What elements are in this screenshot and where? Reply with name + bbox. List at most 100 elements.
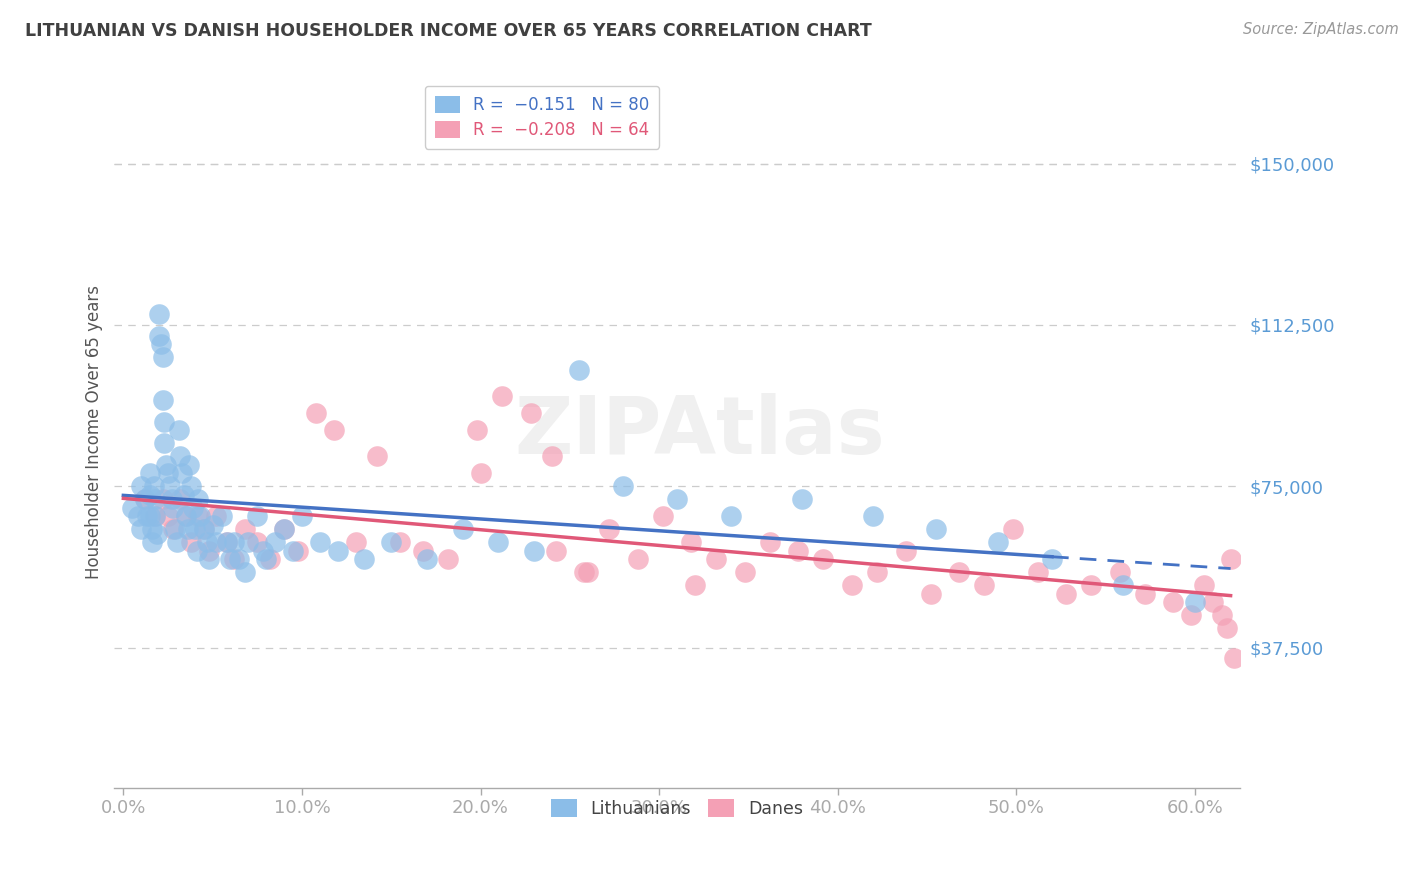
Point — [568, 363, 591, 377]
Point — [813, 552, 835, 566]
Point — [541, 449, 564, 463]
Point — [169, 492, 191, 507]
Point — [841, 578, 863, 592]
Point — [129, 522, 152, 536]
Point — [141, 535, 163, 549]
Point — [380, 535, 402, 549]
Point — [252, 544, 274, 558]
Point — [201, 518, 224, 533]
Point — [159, 479, 181, 493]
Point — [188, 509, 211, 524]
Point — [389, 535, 412, 549]
Point — [519, 406, 541, 420]
Point — [195, 535, 218, 549]
Point — [704, 552, 727, 566]
Point — [152, 350, 174, 364]
Point — [198, 544, 221, 558]
Point — [162, 500, 184, 515]
Point — [121, 500, 143, 515]
Point — [181, 500, 204, 515]
Point — [166, 535, 188, 549]
Point — [198, 552, 221, 566]
Point — [1001, 522, 1024, 536]
Point — [920, 587, 942, 601]
Point — [148, 328, 170, 343]
Point — [1223, 651, 1246, 665]
Point — [437, 552, 460, 566]
Point — [169, 449, 191, 463]
Point — [866, 566, 889, 580]
Point — [187, 509, 209, 524]
Point — [246, 535, 269, 549]
Point — [627, 552, 650, 566]
Point — [948, 566, 970, 580]
Point — [222, 535, 245, 549]
Point — [1026, 566, 1049, 580]
Point — [1109, 566, 1132, 580]
Point — [683, 578, 706, 592]
Point — [416, 552, 439, 566]
Point — [323, 423, 346, 437]
Point — [174, 509, 197, 524]
Point — [264, 535, 287, 549]
Point — [987, 535, 1010, 549]
Point — [862, 509, 884, 524]
Point — [612, 479, 634, 493]
Point — [153, 436, 176, 450]
Point — [215, 535, 238, 549]
Point — [228, 552, 250, 566]
Point — [259, 552, 281, 566]
Point — [412, 544, 434, 558]
Point — [366, 449, 388, 463]
Point — [451, 522, 474, 536]
Point — [273, 522, 295, 536]
Point — [172, 467, 194, 481]
Point — [973, 578, 995, 592]
Point — [787, 544, 810, 558]
Point — [211, 509, 233, 524]
Point — [1112, 578, 1135, 592]
Point — [134, 492, 156, 507]
Point — [1202, 595, 1225, 609]
Point — [1054, 587, 1077, 601]
Point — [215, 535, 238, 549]
Point — [155, 458, 177, 472]
Point — [153, 415, 176, 429]
Point — [193, 522, 215, 536]
Point — [149, 337, 172, 351]
Point — [135, 509, 157, 524]
Text: Source: ZipAtlas.com: Source: ZipAtlas.com — [1243, 22, 1399, 37]
Point — [141, 522, 163, 536]
Point — [156, 467, 179, 481]
Point — [174, 509, 197, 524]
Point — [759, 535, 782, 549]
Point — [139, 467, 162, 481]
Point — [233, 522, 256, 536]
Point — [925, 522, 948, 536]
Point — [894, 544, 917, 558]
Point — [165, 522, 187, 536]
Point — [145, 509, 167, 524]
Point — [572, 566, 595, 580]
Point — [156, 509, 179, 524]
Point — [173, 488, 195, 502]
Point — [1180, 608, 1202, 623]
Point — [1219, 552, 1241, 566]
Point — [152, 492, 174, 507]
Point — [180, 479, 202, 493]
Text: LITHUANIAN VS DANISH HOUSEHOLDER INCOME OVER 65 YEARS CORRELATION CHART: LITHUANIAN VS DANISH HOUSEHOLDER INCOME … — [25, 22, 872, 40]
Point — [246, 509, 269, 524]
Point — [651, 509, 673, 524]
Y-axis label: Householder Income Over 65 years: Householder Income Over 65 years — [86, 285, 103, 580]
Point — [148, 307, 170, 321]
Point — [1133, 587, 1156, 601]
Point — [145, 492, 167, 507]
Point — [523, 544, 546, 558]
Point — [470, 467, 492, 481]
Point — [238, 535, 260, 549]
Point — [576, 566, 599, 580]
Point — [205, 535, 228, 549]
Point — [720, 509, 742, 524]
Point — [129, 479, 152, 493]
Point — [734, 566, 756, 580]
